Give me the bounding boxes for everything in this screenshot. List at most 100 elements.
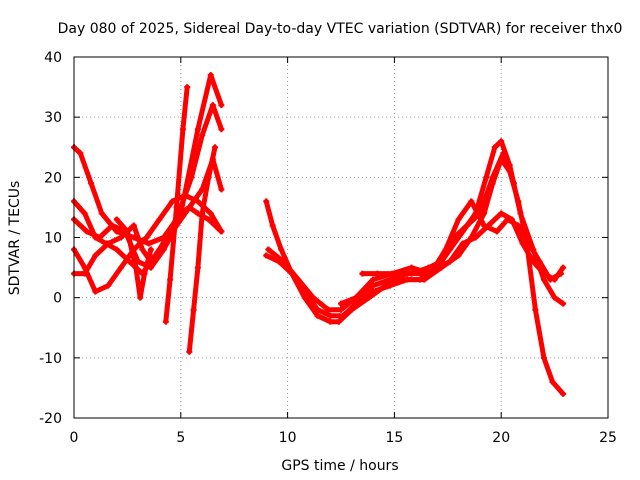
data-point <box>92 252 99 259</box>
data-point <box>77 150 84 157</box>
chart-title: Day 080 of 2025, Sidereal Day-to-day VTE… <box>58 21 623 37</box>
data-point <box>186 204 193 211</box>
data-point <box>408 264 415 271</box>
y-tick-label: 40 <box>44 50 62 66</box>
data-point <box>374 270 381 277</box>
data-point <box>551 294 558 301</box>
data-point <box>194 198 201 205</box>
data-point <box>199 210 206 217</box>
data-point <box>130 222 137 229</box>
data-point <box>194 264 201 271</box>
data-point <box>352 300 359 307</box>
data-point <box>560 264 567 271</box>
data-point <box>92 288 99 295</box>
data-point <box>177 210 184 217</box>
data-point <box>205 216 212 223</box>
data-point <box>314 312 321 319</box>
data-point <box>88 180 95 187</box>
data-point <box>498 210 505 217</box>
data-point <box>549 378 556 385</box>
data-point <box>451 234 458 241</box>
data-point <box>508 216 515 223</box>
data-point <box>105 240 112 247</box>
data-point <box>96 234 103 241</box>
data-point <box>147 264 154 271</box>
data-point <box>560 300 567 307</box>
data-point <box>113 216 120 223</box>
axes-ticks: 0 5 10 15 20 25 -20 -10 0 10 20 30 40 <box>39 50 617 446</box>
data-point <box>263 252 270 259</box>
data-point <box>179 126 186 133</box>
data-point <box>391 270 398 277</box>
data-point <box>145 240 152 247</box>
data-point <box>540 354 547 361</box>
data-point <box>438 258 445 265</box>
data-point <box>186 348 193 355</box>
data-point <box>98 210 105 217</box>
x-axis-label: GPS time / hours <box>281 458 398 474</box>
data-point <box>551 276 558 283</box>
data-point <box>117 264 124 271</box>
data-point <box>265 246 272 253</box>
data-point <box>327 312 334 319</box>
data-point <box>209 102 216 109</box>
data-point <box>491 144 498 151</box>
data-point <box>156 216 163 223</box>
data-point <box>109 222 116 229</box>
data-point <box>476 210 483 217</box>
data-point <box>446 258 453 265</box>
data-point <box>325 306 332 313</box>
data-point <box>81 270 88 277</box>
data-point <box>141 270 148 277</box>
data-point <box>483 174 490 181</box>
data-point <box>113 246 120 253</box>
y-tick-label: -10 <box>39 351 62 367</box>
data-point <box>310 294 317 301</box>
y-tick-label: 20 <box>44 170 62 186</box>
data-point <box>335 318 342 325</box>
data-point <box>218 186 225 193</box>
data-point <box>472 234 479 241</box>
data-point <box>81 210 88 217</box>
data-point <box>182 192 189 199</box>
data-point <box>425 264 432 271</box>
data-point <box>205 174 212 181</box>
x-tick-label: 5 <box>176 430 185 446</box>
data-point <box>218 102 225 109</box>
series-line-track-10 <box>263 156 566 397</box>
data-point <box>105 282 112 289</box>
data-point <box>525 240 532 247</box>
data-point <box>370 282 377 289</box>
data-point <box>387 276 394 283</box>
series-line-track-8 <box>186 144 218 355</box>
data-point <box>83 228 90 235</box>
data-point <box>263 198 270 205</box>
x-tick-label: 25 <box>599 430 617 446</box>
data-point <box>207 72 214 79</box>
data-point <box>184 84 191 91</box>
data-point <box>190 306 197 313</box>
series-line-track-11 <box>265 198 564 313</box>
data-point <box>137 294 144 301</box>
data-point <box>530 258 537 265</box>
data-point <box>218 126 225 133</box>
y-tick-label: -20 <box>39 411 62 427</box>
data-point <box>455 216 462 223</box>
x-tick-label: 15 <box>385 430 403 446</box>
data-point <box>560 390 567 397</box>
series-line-track-6 <box>114 216 154 301</box>
data-point <box>352 294 359 301</box>
data-point <box>124 228 131 235</box>
data-point <box>459 240 466 247</box>
data-point <box>515 198 522 205</box>
data-point <box>139 246 146 253</box>
data-point <box>532 306 539 313</box>
data-point <box>359 270 366 277</box>
y-tick-label: 0 <box>53 291 62 307</box>
data-point <box>536 258 543 265</box>
data-point <box>485 222 492 229</box>
data-point <box>464 222 471 229</box>
series-group <box>71 72 567 397</box>
data-point <box>147 246 154 253</box>
